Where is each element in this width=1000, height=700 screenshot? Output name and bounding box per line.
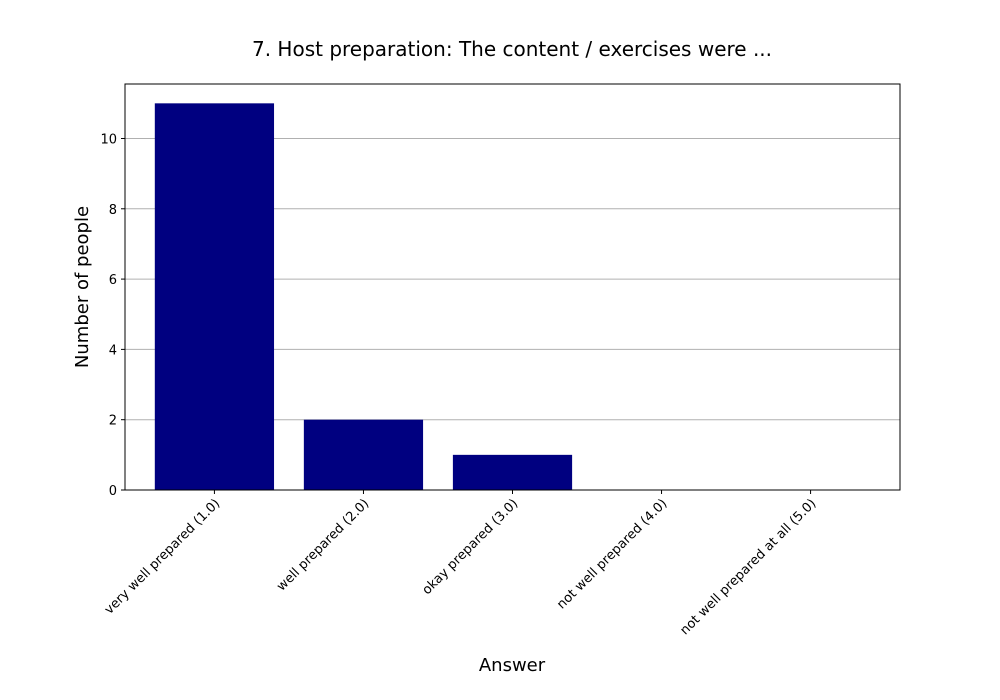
x-tick-label: okay prepared (3.0): [420, 496, 522, 598]
y-tick-label: 0: [109, 484, 117, 499]
x-axis-ticks: very well prepared (1.0) well prepared (2…: [102, 490, 819, 638]
x-tick-label: not well prepared at all (5.0): [677, 496, 819, 638]
y-tick-label: 4: [109, 343, 117, 358]
y-tick-label: 2: [109, 414, 117, 429]
y-tick-label: 8: [109, 203, 117, 218]
x-tick-label: well prepared (2.0): [274, 496, 372, 594]
chart-title: 7. Host preparation: The content / exerc…: [252, 37, 772, 61]
y-tick-label: 10: [100, 132, 117, 147]
y-axis-label: Number of people: [72, 206, 93, 368]
bar: [303, 419, 424, 490]
x-axis-label: Answer: [479, 655, 546, 676]
y-tick-label: 6: [109, 273, 117, 288]
bar: [154, 103, 275, 490]
x-tick-label: very well prepared (1.0): [102, 496, 223, 617]
y-axis-ticks: 0 2 4 6 8 10: [100, 132, 125, 499]
bar: [452, 454, 573, 490]
bars: [154, 103, 573, 490]
x-tick-label: not well prepared (4.0): [554, 496, 670, 612]
